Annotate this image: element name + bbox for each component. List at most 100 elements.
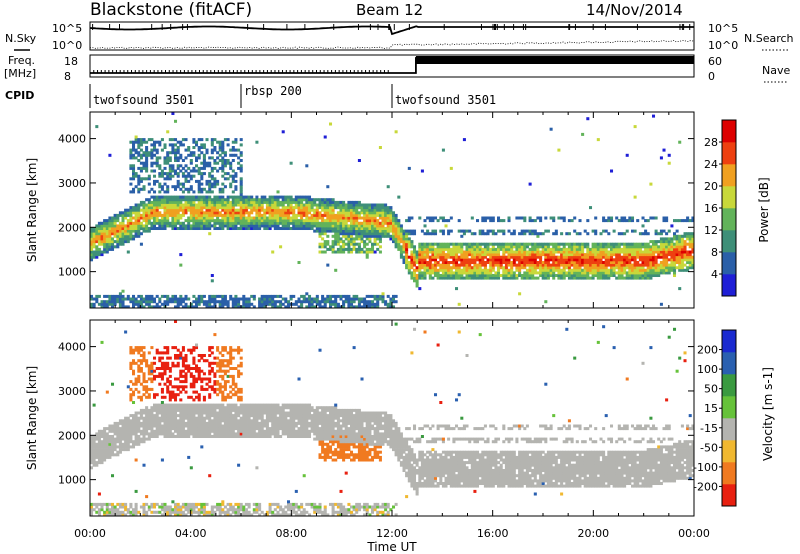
- power-cell: [176, 219, 180, 223]
- power-cell: [518, 266, 522, 270]
- power-cell: [581, 276, 585, 280]
- power-cell: [323, 302, 327, 306]
- power-cell: [181, 172, 185, 176]
- power-cell: [586, 261, 590, 265]
- power-cell: [486, 261, 490, 265]
- power-cell: [652, 240, 656, 244]
- velocity-cell: [137, 348, 141, 352]
- power-cell: [649, 245, 653, 249]
- power-cell: [250, 195, 254, 199]
- power-cell: [368, 206, 372, 210]
- power-cell: [153, 203, 157, 207]
- velocity-cell: [100, 450, 104, 454]
- power-cell: [321, 245, 325, 249]
- power-cell: [402, 247, 406, 251]
- power-cell: [392, 297, 396, 301]
- power-cell: [504, 250, 508, 254]
- power-cell: [602, 266, 606, 270]
- velocity-cell: [150, 419, 154, 423]
- velocity-cell: [168, 367, 172, 371]
- power-cell: [145, 161, 149, 165]
- power-cell: [111, 227, 115, 231]
- power-cell: [166, 187, 170, 191]
- power-cell: [108, 232, 112, 236]
- power-cell: [260, 216, 264, 220]
- power-cell: [150, 305, 154, 309]
- power-cell: [641, 253, 645, 257]
- power-cell: [670, 240, 674, 244]
- power-cell: [497, 268, 501, 272]
- power-cell: [607, 271, 611, 275]
- power-cell: [470, 216, 474, 220]
- power-cell: [633, 266, 637, 270]
- power-cell: [533, 250, 537, 254]
- power-cell: [252, 200, 256, 204]
- power-cell: [347, 208, 351, 212]
- power-cell: [231, 146, 235, 150]
- power-cell: [507, 219, 511, 223]
- power-cell: [305, 216, 309, 220]
- velocity-cell: [160, 367, 164, 371]
- power-cell: [223, 164, 227, 168]
- power-cell: [179, 208, 183, 212]
- power-cell: [607, 219, 611, 223]
- power-cell: [231, 140, 235, 144]
- power-cell: [581, 245, 585, 249]
- power-cell: [239, 297, 243, 301]
- power-cell: [633, 245, 637, 249]
- power-cell: [497, 258, 501, 262]
- power-cell: [250, 224, 254, 228]
- velocity-cell: [126, 510, 130, 514]
- power-cell: [452, 242, 456, 246]
- power-cell: [680, 266, 684, 270]
- power-cell: [397, 242, 401, 246]
- power-cell: [323, 198, 327, 202]
- power-cell: [158, 198, 162, 202]
- power-cell: [97, 242, 101, 246]
- power-cell: [210, 190, 214, 194]
- power-cell: [100, 232, 104, 236]
- velocity-cell: [142, 419, 146, 423]
- power-cell: [334, 302, 338, 306]
- power-cell: [200, 203, 204, 207]
- power-cell: [137, 159, 141, 163]
- power-cell: [315, 211, 319, 215]
- velocity-cell: [129, 505, 133, 509]
- power-cell: [483, 274, 487, 278]
- power-cell: [100, 305, 104, 309]
- power-cell: [570, 268, 574, 272]
- power-cell: [376, 237, 380, 241]
- power-cell: [667, 237, 671, 241]
- power-cell: [410, 250, 414, 254]
- power-cell: [607, 263, 611, 267]
- power-cell: [321, 297, 325, 301]
- velocity-cell: [126, 385, 130, 389]
- power-cell: [276, 200, 280, 204]
- power-cell: [181, 208, 185, 212]
- velocity-cell: [142, 416, 146, 420]
- velocity-cell: [166, 390, 170, 394]
- power-cell: [604, 258, 608, 262]
- power-cell: [638, 250, 642, 254]
- power-cell: [589, 261, 593, 265]
- power-cell: [659, 266, 663, 270]
- power-cell: [126, 305, 130, 309]
- power-cell: [539, 245, 543, 249]
- velocity-cell: [103, 427, 107, 431]
- power-cell: [284, 208, 288, 212]
- power-cell: [210, 174, 214, 178]
- power-cell: [273, 206, 277, 210]
- power-cell: [449, 268, 453, 272]
- power-cell: [494, 271, 498, 275]
- power-cell: [420, 247, 424, 251]
- power-cell: [617, 247, 621, 251]
- power-cell: [181, 206, 185, 210]
- power-cell: [197, 221, 201, 225]
- power-cell: [244, 195, 248, 199]
- power-cell: [189, 206, 193, 210]
- velocity-cell: [129, 414, 133, 418]
- power-cell: [158, 190, 162, 194]
- power-cell: [210, 300, 214, 304]
- power-cell: [510, 255, 514, 259]
- power-cell: [163, 224, 167, 228]
